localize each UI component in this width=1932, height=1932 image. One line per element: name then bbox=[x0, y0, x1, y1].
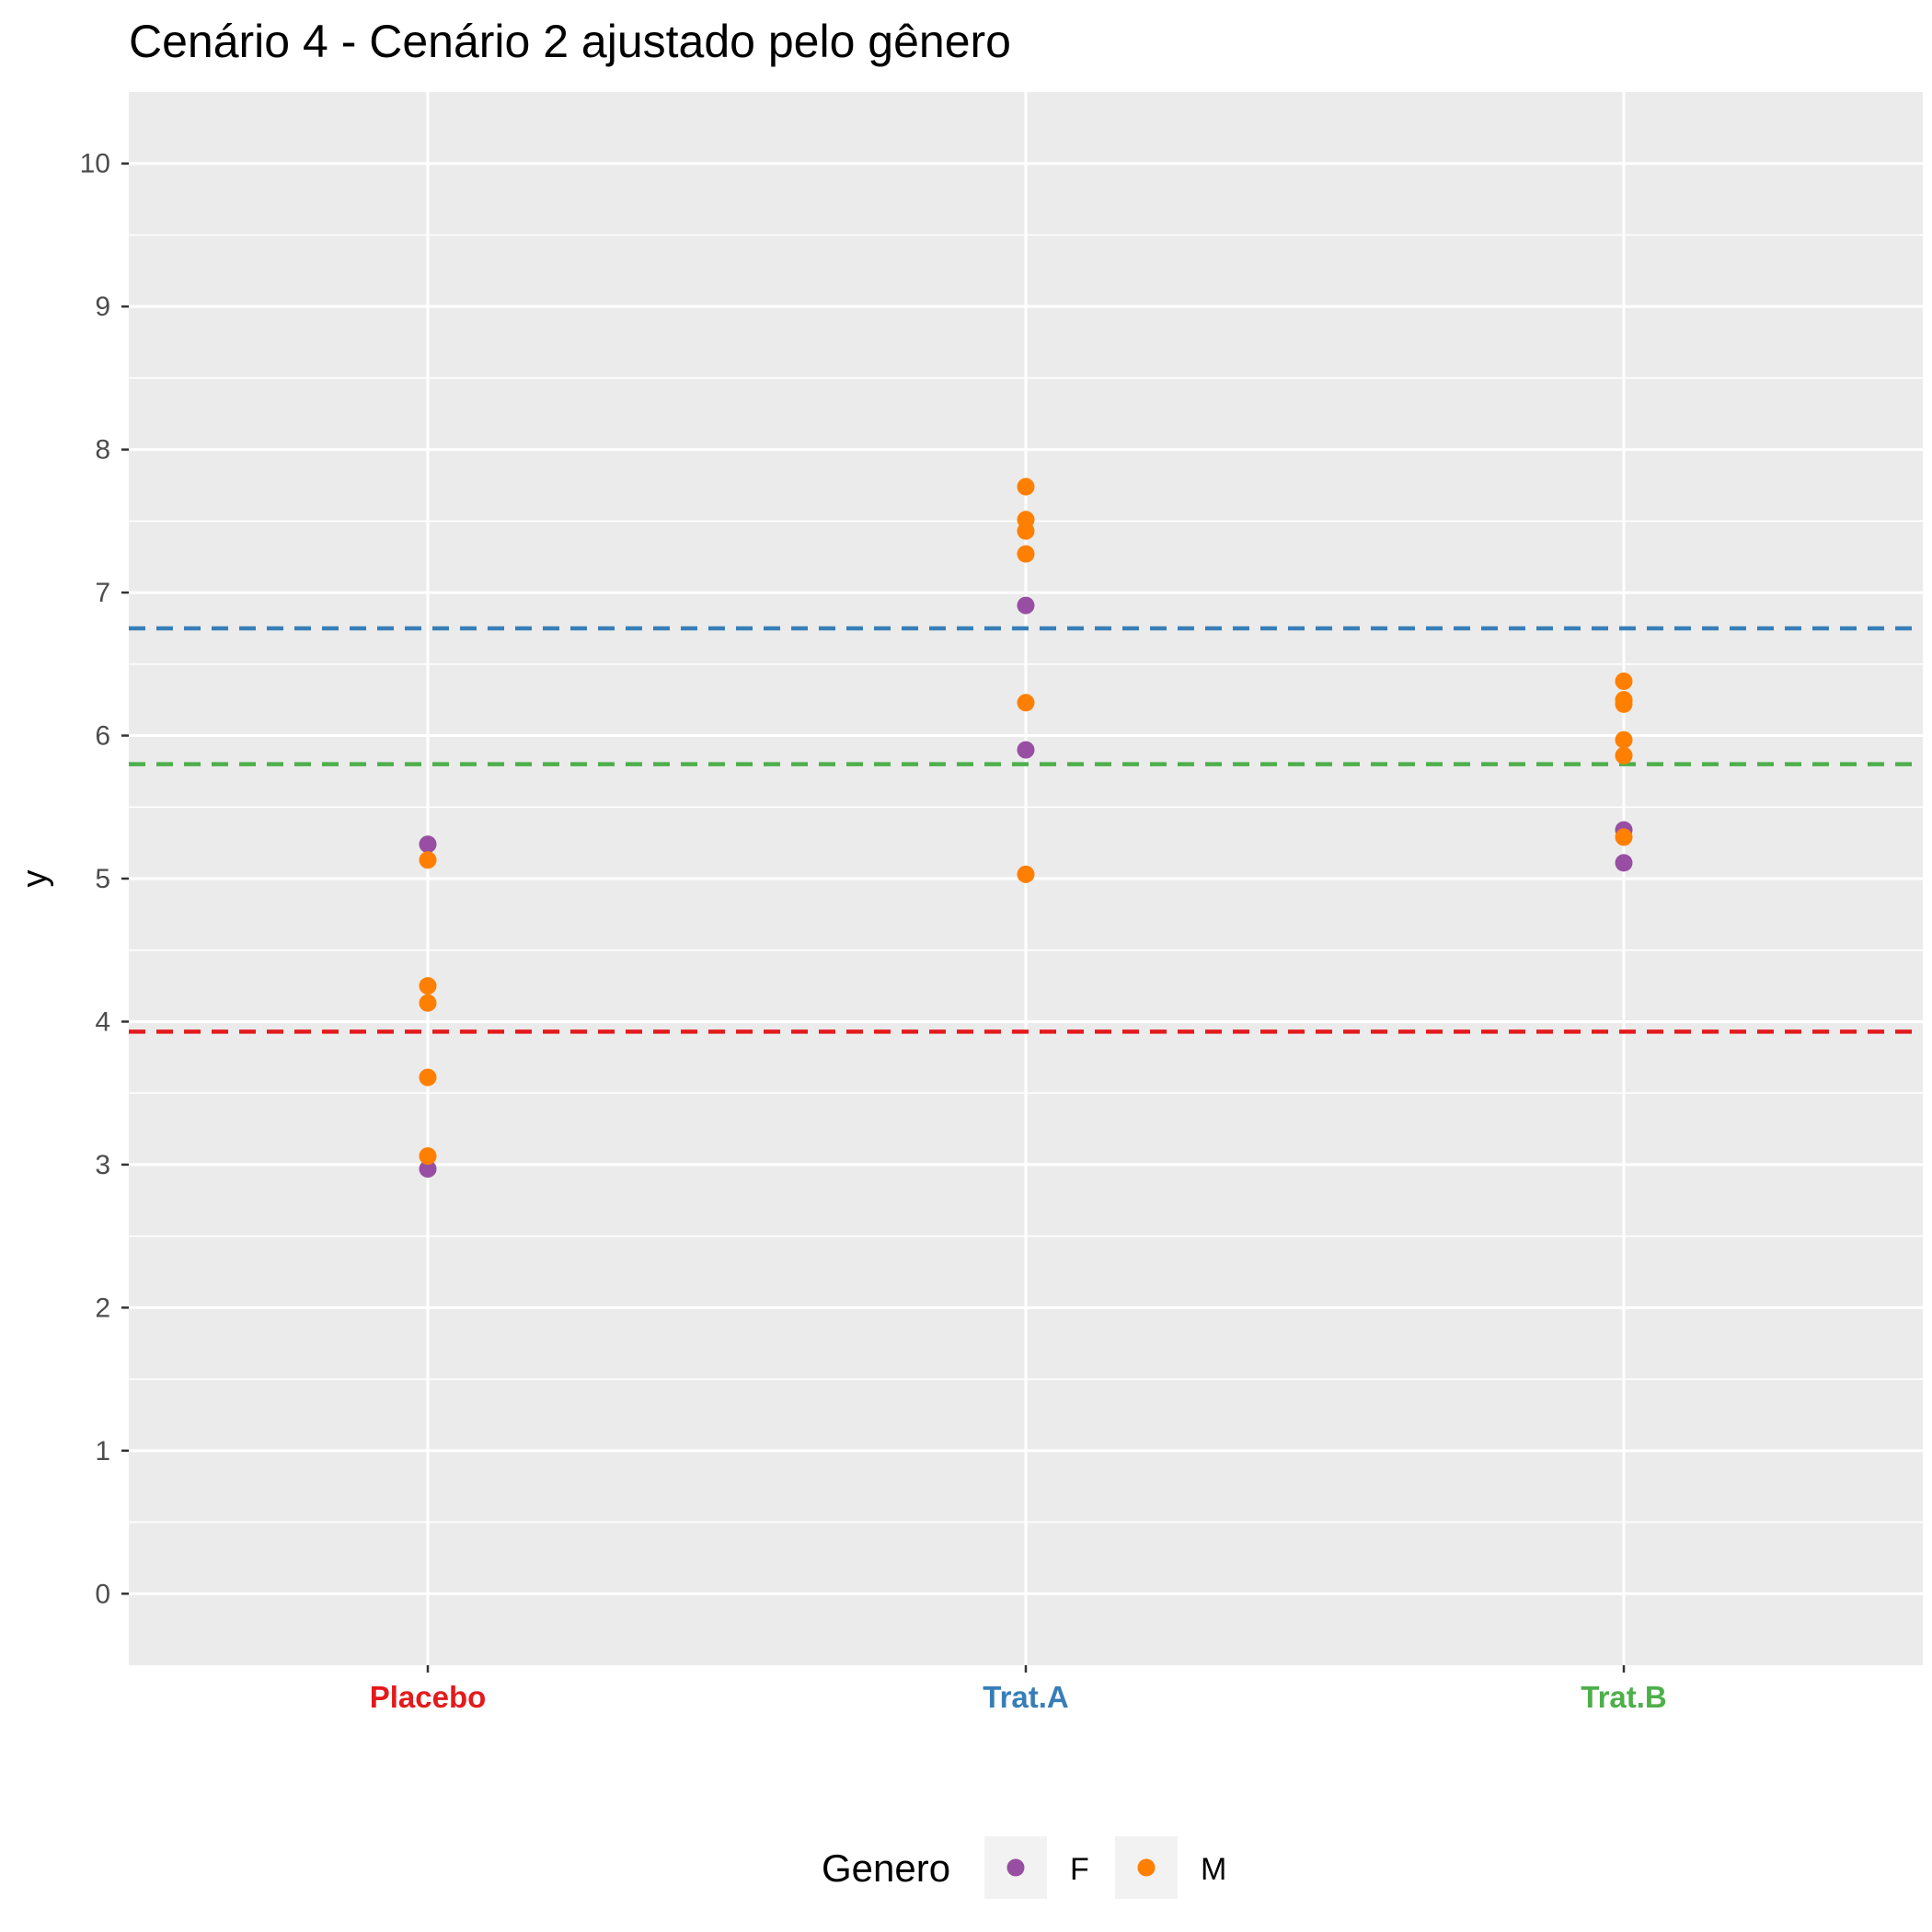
legend-title: Genero bbox=[822, 1846, 950, 1890]
y-tick-label: 10 bbox=[80, 149, 110, 179]
data-point bbox=[1017, 596, 1035, 615]
data-point bbox=[1615, 746, 1633, 765]
legend: Genero F M bbox=[822, 1836, 1226, 1899]
data-point bbox=[419, 1147, 437, 1166]
data-point bbox=[419, 1160, 437, 1179]
x-tick-label: Placebo bbox=[370, 1680, 487, 1714]
y-tick-label: 4 bbox=[95, 1006, 110, 1037]
data-point bbox=[1017, 741, 1035, 759]
data-point bbox=[1615, 854, 1633, 872]
major-gridlines bbox=[129, 92, 1923, 1665]
data-point bbox=[1615, 730, 1633, 749]
y-tick-label: 8 bbox=[95, 435, 110, 466]
data-point bbox=[1017, 477, 1035, 496]
data-points bbox=[419, 477, 1633, 1179]
y-tick-label: 0 bbox=[95, 1579, 110, 1609]
chart-title: Cenário 4 - Cenário 2 ajustado pelo gêne… bbox=[129, 16, 1011, 67]
legend-entry-label: F bbox=[1070, 1852, 1089, 1887]
data-point bbox=[1017, 545, 1035, 563]
data-point bbox=[1615, 828, 1633, 846]
data-point bbox=[419, 835, 437, 854]
y-tick-label: 7 bbox=[95, 578, 110, 608]
y-axis: 0 1 2 3 4 5 6 7 8 9 10 bbox=[80, 149, 129, 1609]
y-axis-label: y bbox=[16, 870, 54, 888]
data-point bbox=[1017, 694, 1035, 712]
y-tick-label: 1 bbox=[95, 1436, 110, 1466]
data-point bbox=[419, 977, 437, 995]
x-tick-label: Trat.A bbox=[983, 1680, 1069, 1714]
data-point bbox=[419, 851, 437, 869]
data-point bbox=[1017, 865, 1035, 883]
legend-key-point bbox=[1137, 1858, 1156, 1877]
y-tick-label: 9 bbox=[95, 292, 110, 322]
x-axis: Placebo Trat.A Trat.B bbox=[370, 1665, 1667, 1714]
y-tick-label: 2 bbox=[95, 1293, 110, 1323]
legend-key-point bbox=[1006, 1858, 1025, 1877]
y-tick-label: 3 bbox=[95, 1150, 110, 1180]
data-point bbox=[1615, 695, 1633, 713]
y-tick-label: 6 bbox=[95, 721, 110, 752]
x-tick-label: Trat.B bbox=[1581, 1680, 1667, 1714]
legend-entry-label: M bbox=[1201, 1852, 1226, 1887]
data-point bbox=[419, 1068, 437, 1087]
data-point bbox=[1017, 522, 1035, 540]
data-point bbox=[1615, 672, 1633, 690]
y-tick-label: 5 bbox=[95, 864, 110, 894]
data-point bbox=[419, 994, 437, 1012]
